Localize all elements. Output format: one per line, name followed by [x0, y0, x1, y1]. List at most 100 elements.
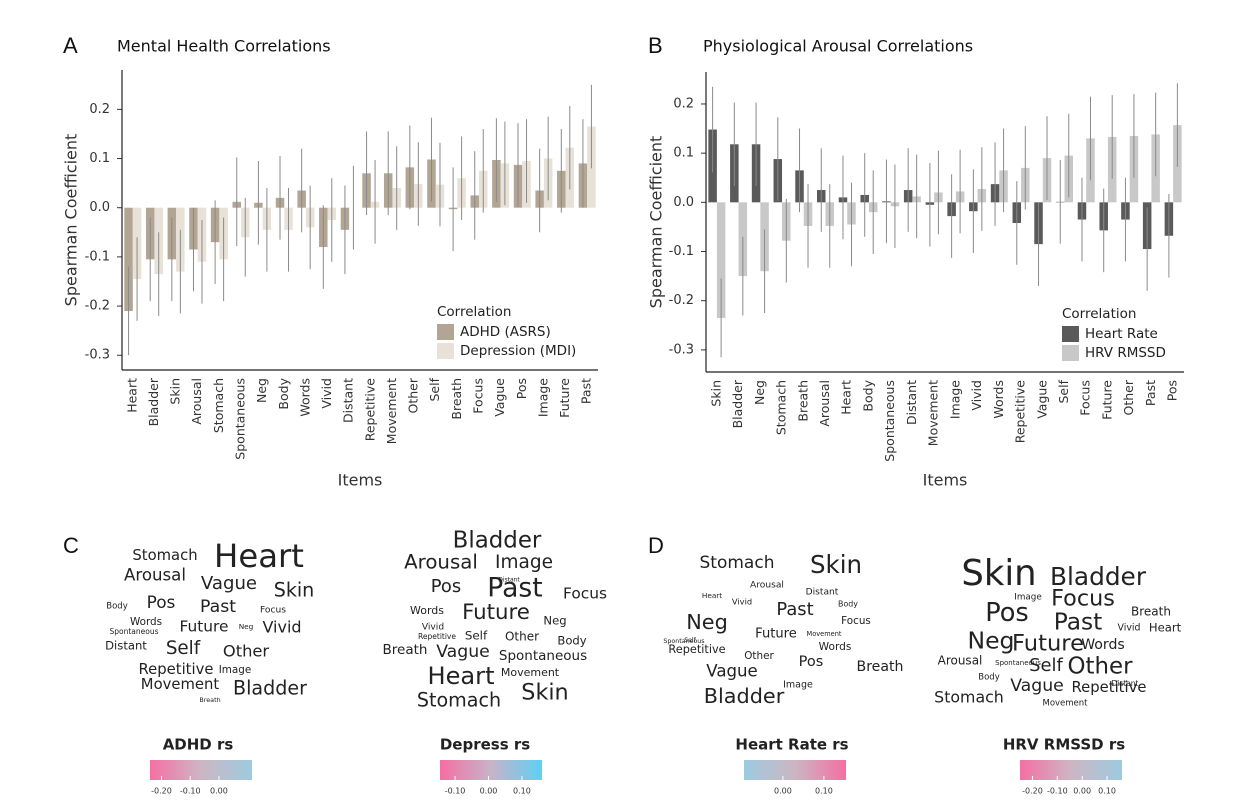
- word: Image: [783, 680, 813, 691]
- word: Future: [462, 600, 530, 625]
- word: Arousal: [938, 654, 983, 668]
- word: Spontaneous: [109, 627, 158, 636]
- x-tick-label: Self: [1056, 379, 1071, 403]
- word: Bladder: [453, 528, 542, 554]
- word: Movement: [501, 666, 560, 679]
- y-tick-label: 0.2: [89, 102, 110, 117]
- word: Words: [819, 641, 852, 653]
- bar: [716, 202, 726, 318]
- x-tick-label: Stomach: [774, 380, 789, 435]
- bar: [124, 207, 133, 311]
- colorbar-tick-label: -0.10: [1047, 787, 1068, 796]
- x-tick-label: Pos: [1165, 380, 1180, 401]
- x-tick-label: Bladder: [146, 377, 161, 426]
- colorbar-tick-label: 0.00: [774, 787, 792, 796]
- x-tick-label: Skin: [708, 380, 723, 407]
- word: Vague: [1010, 676, 1064, 696]
- x-tick-label: Movement: [926, 380, 941, 446]
- word: Pos: [799, 654, 824, 670]
- chart-title: Mental Health Correlations: [117, 37, 331, 56]
- x-tick-label: Words: [991, 380, 1006, 419]
- panel-label: C: [63, 533, 79, 558]
- x-tick-label: Future: [1099, 380, 1114, 420]
- y-tick-label: -0.2: [85, 299, 110, 314]
- word: Spontaneous: [995, 659, 1041, 667]
- x-tick-label: Arousal: [817, 380, 832, 427]
- word: Distant: [806, 588, 839, 598]
- word: Body: [838, 600, 858, 609]
- colorbar: [744, 760, 846, 780]
- x-tick-label: Bladder: [730, 379, 745, 428]
- word: Heart: [1149, 621, 1182, 635]
- word: Body: [978, 673, 999, 683]
- word: Arousal: [124, 566, 186, 585]
- word: Vivid: [732, 597, 752, 607]
- x-tick-label: Neg: [254, 378, 269, 403]
- word: Neg: [968, 627, 1015, 655]
- legend-swatch: [437, 324, 454, 340]
- x-tick-label: Pos: [514, 378, 529, 399]
- word: Self: [465, 629, 488, 643]
- word: Stomach: [132, 547, 197, 564]
- word: Bladder: [233, 677, 307, 700]
- y-tick-label: 0.2: [673, 96, 694, 111]
- word: Vivid: [262, 618, 301, 637]
- word: Stomach: [934, 688, 1004, 707]
- word: Image: [219, 664, 252, 676]
- word: Movement: [1042, 699, 1088, 709]
- word: Stomach: [700, 553, 775, 573]
- x-tick-label: Focus: [471, 378, 486, 414]
- word: Pos: [147, 592, 176, 612]
- word: Self: [166, 638, 201, 659]
- x-tick-label: Spontaneous: [233, 378, 248, 460]
- x-tick-label: Image: [535, 378, 550, 417]
- legend-label: ADHD (ASRS): [460, 324, 551, 340]
- word: Other: [505, 630, 539, 644]
- word: Distant: [1112, 679, 1139, 688]
- x-tick-label: Distant: [904, 380, 919, 425]
- word: Vague: [436, 642, 490, 662]
- word: Spontaneous: [499, 648, 587, 664]
- x-tick-label: Neg: [752, 380, 767, 405]
- x-tick-label: Heart: [124, 378, 139, 413]
- colorbar-tick-label: -0.20: [151, 787, 172, 796]
- word: Words: [1081, 637, 1125, 653]
- colorbar: [1020, 760, 1122, 780]
- y-tick-label: -0.2: [669, 293, 694, 308]
- legend-label: Depression (MDI): [460, 343, 576, 359]
- word: Vivid: [422, 623, 444, 633]
- colorbar-title: ADHD rs: [163, 736, 234, 754]
- word: Future: [755, 627, 797, 642]
- colorbar-title: HRV RMSSD rs: [1003, 736, 1125, 754]
- word: Arousal: [750, 581, 784, 591]
- x-tick-label: Heart: [839, 380, 854, 415]
- word: Stomach: [417, 689, 501, 712]
- word: Vague: [201, 573, 257, 594]
- panel-label: A: [63, 33, 78, 58]
- x-tick-label: Words: [297, 378, 312, 417]
- word: Breath: [199, 696, 220, 704]
- word: Other: [1068, 654, 1134, 680]
- word: Other: [223, 642, 270, 661]
- colorbar-tick-label: -0.20: [1022, 787, 1043, 796]
- colorbar-tick-label: -0.10: [445, 787, 466, 796]
- word: Skin: [274, 579, 315, 602]
- word: Other: [744, 650, 774, 662]
- word: Skin: [810, 550, 862, 579]
- word: Heart: [702, 591, 722, 600]
- word: Repetitive: [1072, 679, 1147, 696]
- x-axis-title: Items: [338, 471, 383, 490]
- word: Repetitive: [418, 632, 456, 641]
- word: Breath: [383, 642, 428, 658]
- word: Past: [200, 597, 236, 617]
- colorbar-tick-label: 0.10: [1098, 787, 1116, 796]
- colorbar-tick-label: 0.10: [815, 787, 833, 796]
- y-tick-label: -0.3: [669, 342, 694, 357]
- word: Bladder: [704, 684, 785, 708]
- colorbar-tick-label: 0.00: [1073, 787, 1091, 796]
- x-tick-label: Repetitive: [1013, 380, 1028, 444]
- legend-swatch: [1062, 326, 1079, 342]
- panel-label: D: [648, 533, 664, 558]
